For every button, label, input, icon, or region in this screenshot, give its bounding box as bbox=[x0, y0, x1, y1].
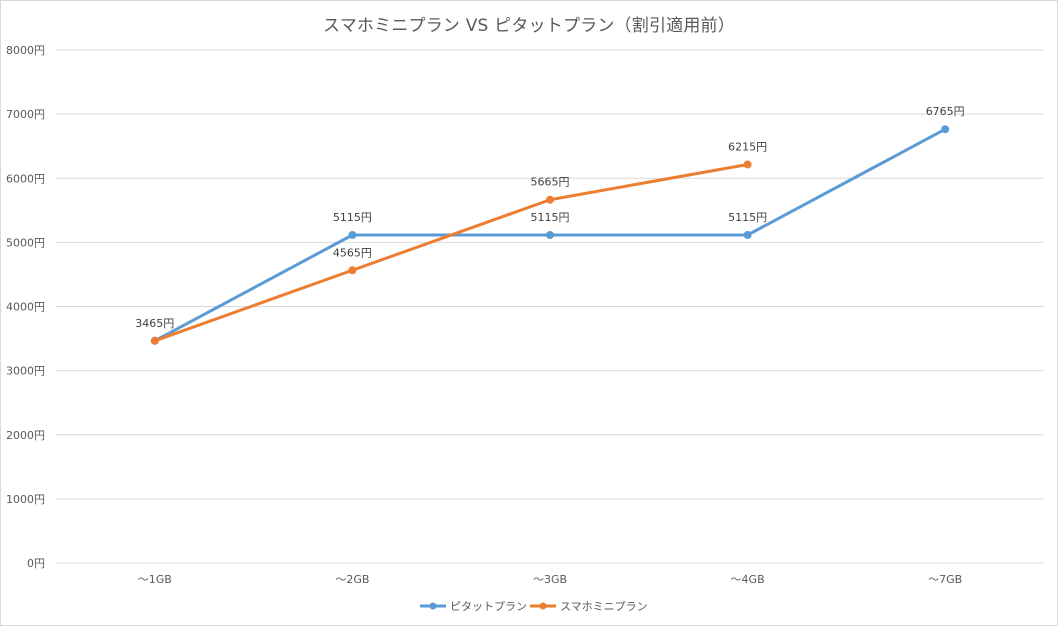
data-label: 4565円 bbox=[333, 246, 372, 259]
data-point bbox=[150, 336, 159, 345]
y-axis-ticks: 0円 1000円 2000円 3000円 4000円 5000円 6000円 7000円 800… bbox=[6, 44, 45, 570]
data-label: 6215円 bbox=[728, 140, 767, 153]
x-tick-label: ～7GB bbox=[928, 573, 962, 586]
y-tick-label: 8000円 bbox=[6, 44, 45, 57]
data-label: 5115円 bbox=[333, 211, 372, 224]
data-label: 5115円 bbox=[728, 211, 767, 224]
data-point bbox=[743, 231, 752, 240]
legend-label: ピタットプラン bbox=[450, 600, 527, 613]
y-tick-label: 7000円 bbox=[6, 108, 45, 121]
y-tick-label: 4000円 bbox=[6, 301, 45, 314]
data-labels: 3465円 5115円 5115円 5115円 6765円 4565円 5665円 6215円 bbox=[135, 105, 964, 330]
y-tick-label: 3000円 bbox=[6, 365, 45, 378]
x-tick-label: ～4GB bbox=[731, 573, 765, 586]
y-tick-label: 0円 bbox=[27, 557, 45, 570]
x-tick-label: ～2GB bbox=[335, 573, 369, 586]
legend: ピタットプラン スマホミニプラン bbox=[420, 600, 648, 613]
data-label: 5115円 bbox=[531, 211, 570, 224]
series-line-2 bbox=[153, 162, 750, 343]
x-tick-label: ～1GB bbox=[138, 573, 172, 586]
data-point bbox=[546, 195, 554, 204]
legend-label: スマホミニプラン bbox=[560, 600, 648, 613]
data-label: 6765円 bbox=[926, 105, 965, 118]
data-label: 3465円 bbox=[135, 317, 174, 330]
y-tick-label: 1000円 bbox=[6, 493, 45, 506]
data-label: 5665円 bbox=[531, 176, 570, 189]
legend-swatch-marker bbox=[429, 602, 437, 610]
data-point bbox=[348, 266, 357, 275]
data-point bbox=[546, 231, 554, 240]
series-group bbox=[150, 125, 950, 345]
data-point bbox=[348, 231, 357, 240]
legend-entry: ピタットプラン bbox=[420, 600, 527, 613]
legend-entry: スマホミニプラン bbox=[530, 600, 648, 613]
x-tick-label: ～3GB bbox=[533, 573, 567, 586]
data-point bbox=[743, 160, 752, 169]
y-tick-label: 6000円 bbox=[6, 172, 45, 185]
data-point bbox=[941, 125, 950, 134]
chart-title: スマホミニプラン VS ピタットプラン（割引適用前） bbox=[323, 16, 735, 36]
gridlines bbox=[56, 49, 1044, 564]
legend-swatch-marker bbox=[539, 602, 547, 610]
y-tick-label: 5000円 bbox=[6, 236, 45, 249]
y-tick-label: 2000円 bbox=[6, 429, 45, 442]
x-axis-ticks: ～1GB ～2GB ～3GB ～4GB ～7GB bbox=[138, 573, 962, 586]
